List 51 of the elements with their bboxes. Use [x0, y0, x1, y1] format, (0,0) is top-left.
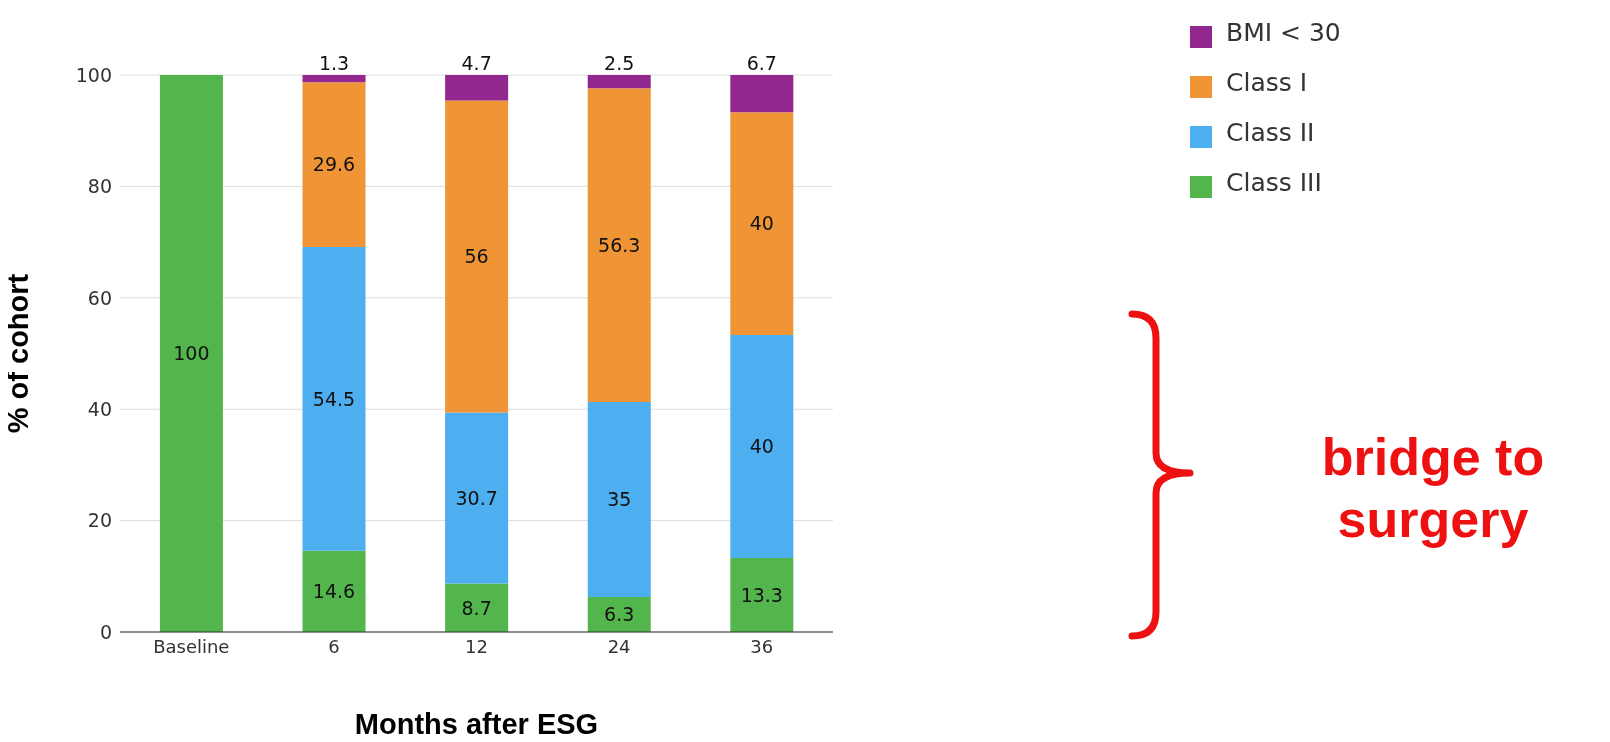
- x-axis-title: Months after ESG: [354, 708, 599, 740]
- bar: [730, 112, 794, 336]
- x-tick-label: 36: [750, 635, 774, 657]
- data-label: 8.7: [461, 596, 492, 619]
- y-tick-label: 80: [87, 175, 112, 198]
- bar: [302, 75, 366, 83]
- bar: [730, 75, 794, 113]
- bar: [159, 75, 223, 632]
- legend-label: Class III: [1226, 168, 1322, 197]
- y-tick-label: 60: [87, 286, 112, 309]
- data-label: 56.3: [598, 233, 641, 256]
- x-tick-label: 24: [607, 635, 631, 657]
- y-tick-label: 20: [87, 509, 112, 532]
- data-label: 100: [173, 342, 210, 365]
- data-label: 29.6: [312, 153, 356, 176]
- data-label: 1.3: [318, 52, 350, 74]
- legend-label: Class I: [1226, 68, 1308, 97]
- data-label: 30.7: [455, 486, 498, 509]
- data-label: 56: [464, 245, 489, 268]
- bar: [587, 401, 651, 597]
- data-label: 4.7: [461, 52, 492, 74]
- bar: [302, 82, 366, 248]
- bar: [587, 88, 651, 402]
- y-tick-label: 100: [75, 63, 112, 86]
- text: bridge to surgery: [1320, 427, 1546, 551]
- data-label: 35: [607, 488, 632, 511]
- y-tick-label: 40: [87, 397, 112, 420]
- data-label: 6.7: [746, 52, 777, 74]
- x-tick-label: 12: [465, 635, 488, 657]
- legend-label: Class II: [1226, 118, 1315, 147]
- data-label: 40: [749, 435, 774, 458]
- data-label: 54.5: [312, 387, 356, 410]
- bar: [445, 412, 509, 584]
- y-axis-title: % of cohort: [2, 273, 35, 434]
- bar: [445, 100, 509, 413]
- bar: [445, 583, 509, 632]
- x-tick-label: Baseline: [153, 635, 230, 657]
- data-label: 2.5: [604, 52, 635, 74]
- data-label: 14.6: [312, 580, 356, 603]
- x-tick-label: 6: [328, 635, 340, 657]
- data-label: 40: [749, 212, 774, 235]
- data-label: 13.3: [740, 583, 783, 606]
- bar: [730, 335, 794, 558]
- bar: [730, 557, 794, 632]
- legend-label: BMI < 30: [1226, 18, 1341, 47]
- y-tick-label: 0: [99, 620, 112, 643]
- bar: [587, 75, 651, 89]
- data-label: 6.3: [604, 603, 635, 626]
- bar: [302, 247, 366, 551]
- bar: [302, 550, 366, 632]
- bar: [445, 75, 509, 101]
